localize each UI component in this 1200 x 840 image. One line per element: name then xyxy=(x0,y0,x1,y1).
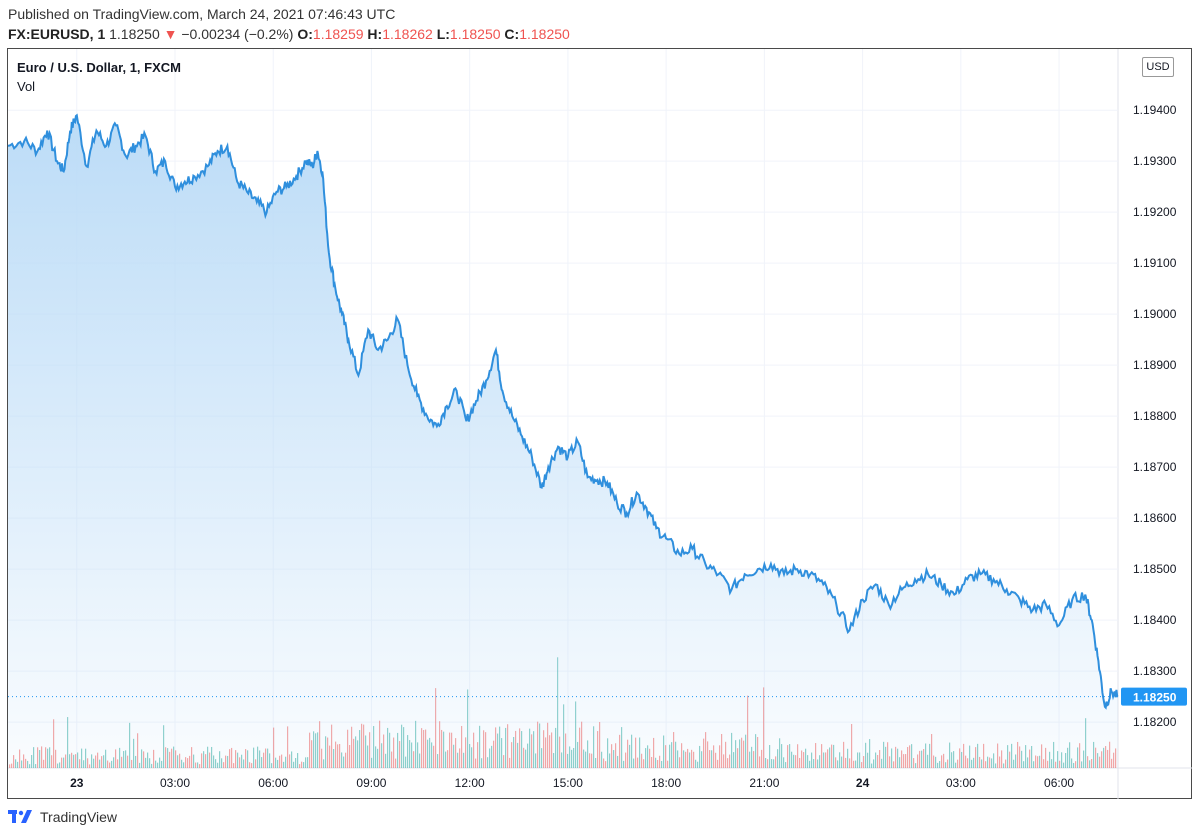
open-label: O: xyxy=(297,26,313,42)
y-tick-label: 1.18200 xyxy=(1133,715,1177,729)
y-tick-label: 1.19000 xyxy=(1133,307,1177,321)
y-tick-label: 1.18300 xyxy=(1133,664,1177,678)
last-price-tag: 1.18250 xyxy=(8,687,1187,706)
x-tick-label: 06:00 xyxy=(1044,776,1074,790)
y-tick-label: 1.18800 xyxy=(1133,409,1177,423)
ohlc-line: FX:EURUSD, 1 1.18250 ▼ −0.00234 (−0.2%) … xyxy=(8,26,570,42)
x-tick-label: 21:00 xyxy=(749,776,779,790)
y-tick-label: 1.18700 xyxy=(1133,460,1177,474)
x-tick-label: 24 xyxy=(856,776,870,790)
x-tick-label: 18:00 xyxy=(651,776,681,790)
x-tick-label: 09:00 xyxy=(356,776,386,790)
y-tick-label: 1.19100 xyxy=(1133,256,1177,270)
down-arrow-icon: ▼ xyxy=(163,26,178,42)
y-tick-label: 1.18400 xyxy=(1133,613,1177,627)
high-label: H: xyxy=(367,26,383,42)
open-value: 1.18259 xyxy=(312,26,364,42)
x-tick-label: 03:00 xyxy=(160,776,190,790)
last-price-badge xyxy=(1121,687,1187,706)
x-tick-label: 23 xyxy=(70,776,84,790)
y-tick-label: 1.18500 xyxy=(1133,562,1177,576)
price-line xyxy=(7,113,1119,710)
last-price-label: 1.18250 xyxy=(1133,691,1177,705)
y-tick-label: 1.18900 xyxy=(1133,358,1177,372)
change-value: −0.00234 (−0.2%) xyxy=(181,26,294,42)
high-value: 1.18262 xyxy=(382,26,433,42)
footer-brand[interactable]: TradingView xyxy=(8,809,117,825)
y-axis: 1.19400 1.19300 1.19200 1.19100 1.19000 1.189… xyxy=(1133,103,1177,729)
x-tick-label: 03:00 xyxy=(946,776,976,790)
y-tick-label: 1.18600 xyxy=(1133,511,1177,525)
tradingview-logo-icon xyxy=(8,810,32,823)
x-tick-label: 06:00 xyxy=(258,776,288,790)
chart-legend-title: Euro / U.S. Dollar, 1, FXCM xyxy=(17,60,181,75)
x-axis: 23 03:00 06:00 09:00 12:00 15:00 18:00 21:00 24 0… xyxy=(70,776,1074,790)
chart-legend-volume: Vol xyxy=(17,79,36,94)
price-area-fill xyxy=(8,115,1118,769)
close-label: C: xyxy=(504,26,520,42)
chart-frame xyxy=(7,48,1192,799)
y-tick-label: 1.19300 xyxy=(1133,154,1177,168)
currency-unit-button[interactable]: USD xyxy=(1142,57,1174,77)
close-value: 1.18250 xyxy=(519,26,570,42)
published-line: Published on TradingView.com, March 24, … xyxy=(8,6,396,22)
last-price: 1.18250 xyxy=(109,26,160,42)
y-tick-label: 1.19200 xyxy=(1133,205,1177,219)
symbol-label: FX:EURUSD, 1 xyxy=(8,26,106,42)
y-tick-label: 1.19400 xyxy=(1133,103,1177,117)
footer-brand-label: TradingView xyxy=(40,809,118,825)
low-label: L: xyxy=(436,26,450,42)
x-tick-label: 12:00 xyxy=(455,776,485,790)
x-tick-label: 15:00 xyxy=(553,776,583,790)
low-value: 1.18250 xyxy=(449,26,501,42)
